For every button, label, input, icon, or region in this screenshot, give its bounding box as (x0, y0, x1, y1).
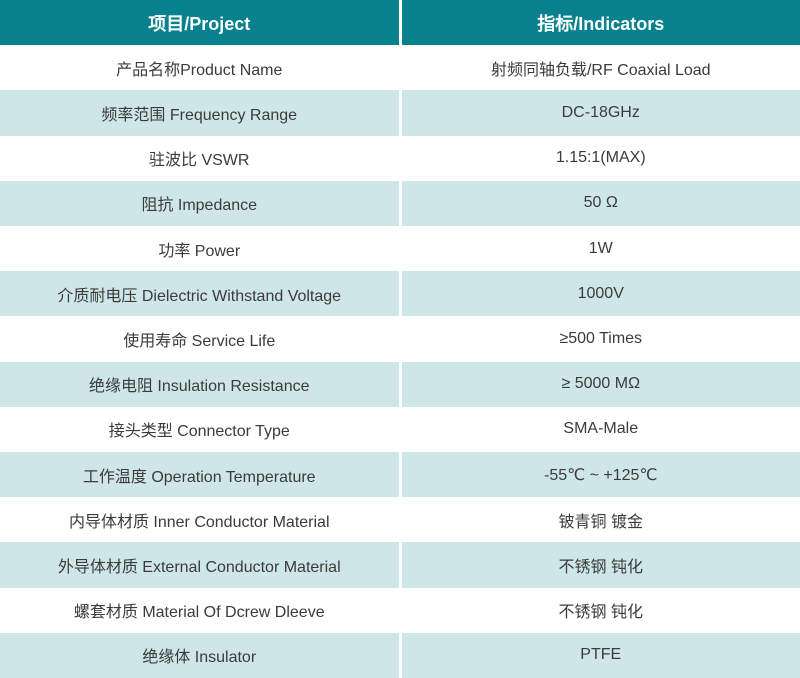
table-row: 产品名称Product Name 射频同轴负载/RF Coaxial Load (0, 45, 800, 91)
project-cell: 外导体材质 External Conductor Material (0, 542, 399, 588)
project-cell: 驻波比 VSWR (0, 135, 399, 181)
table-row: 绝缘电阻 Insulation Resistance ≥ 5000 MΩ (0, 361, 800, 407)
table-row: 功率 Power 1W (0, 226, 800, 272)
table-row: 外导体材质 External Conductor Material 不锈钢 钝化 (0, 542, 800, 588)
project-cell: 内导体材质 Inner Conductor Material (0, 497, 399, 543)
project-cell: 螺套材质 Material Of Dcrew Dleeve (0, 587, 399, 633)
project-cell: 绝缘电阻 Insulation Resistance (0, 361, 399, 407)
table-row: 接头类型 Connector Type SMA-Male (0, 406, 800, 453)
indicator-cell: -55℃ ~ +125℃ (401, 452, 800, 498)
indicator-cell: 射频同轴负载/RF Coaxial Load (401, 45, 800, 91)
project-cell: 接头类型 Connector Type (0, 406, 399, 453)
header-cell-indicators: 指标/Indicators (401, 0, 800, 46)
indicator-cell: 1W (401, 226, 800, 272)
project-cell: 介质耐电压 Dielectric Withstand Voltage (0, 271, 399, 317)
table-row: 工作温度 Operation Temperature -55℃ ~ +125℃ (0, 452, 800, 498)
table-row: 绝缘体 Insulator PTFE (0, 632, 800, 678)
table-row: 使用寿命 Service Life ≥500 Times (0, 316, 800, 362)
header-cell-project: 项目/Project (0, 0, 399, 46)
project-cell: 绝缘体 Insulator (0, 632, 399, 678)
project-cell: 阻抗 Impedance (0, 180, 399, 227)
indicator-cell: 50 Ω (401, 180, 800, 227)
table-row: 介质耐电压 Dielectric Withstand Voltage 1000V (0, 271, 800, 317)
indicator-cell: PTFE (401, 632, 800, 678)
indicator-cell: ≥500 Times (401, 316, 800, 362)
project-cell: 产品名称Product Name (0, 45, 399, 91)
project-cell: 频率范围 Frequency Range (0, 90, 399, 136)
table-header-row: 项目/Project 指标/Indicators (0, 0, 800, 46)
indicator-cell: ≥ 5000 MΩ (401, 361, 800, 407)
project-cell: 功率 Power (0, 226, 399, 272)
indicator-cell: DC-18GHz (401, 90, 800, 136)
project-cell: 工作温度 Operation Temperature (0, 452, 399, 498)
indicator-cell: 不锈钢 钝化 (401, 587, 800, 633)
table-row: 频率范围 Frequency Range DC-18GHz (0, 90, 800, 136)
indicator-cell: 不锈钢 钝化 (401, 542, 800, 588)
indicator-cell: SMA-Male (401, 406, 800, 453)
indicator-cell: 铍青铜 镀金 (401, 497, 800, 543)
indicator-cell: 1000V (401, 271, 800, 317)
project-cell: 使用寿命 Service Life (0, 316, 399, 362)
table-row: 驻波比 VSWR 1.15:1(MAX) (0, 135, 800, 181)
table-row: 螺套材质 Material Of Dcrew Dleeve 不锈钢 钝化 (0, 587, 800, 633)
table-row: 内导体材质 Inner Conductor Material 铍青铜 镀金 (0, 497, 800, 543)
indicator-cell: 1.15:1(MAX) (401, 135, 800, 181)
table-row: 阻抗 Impedance 50 Ω (0, 180, 800, 227)
